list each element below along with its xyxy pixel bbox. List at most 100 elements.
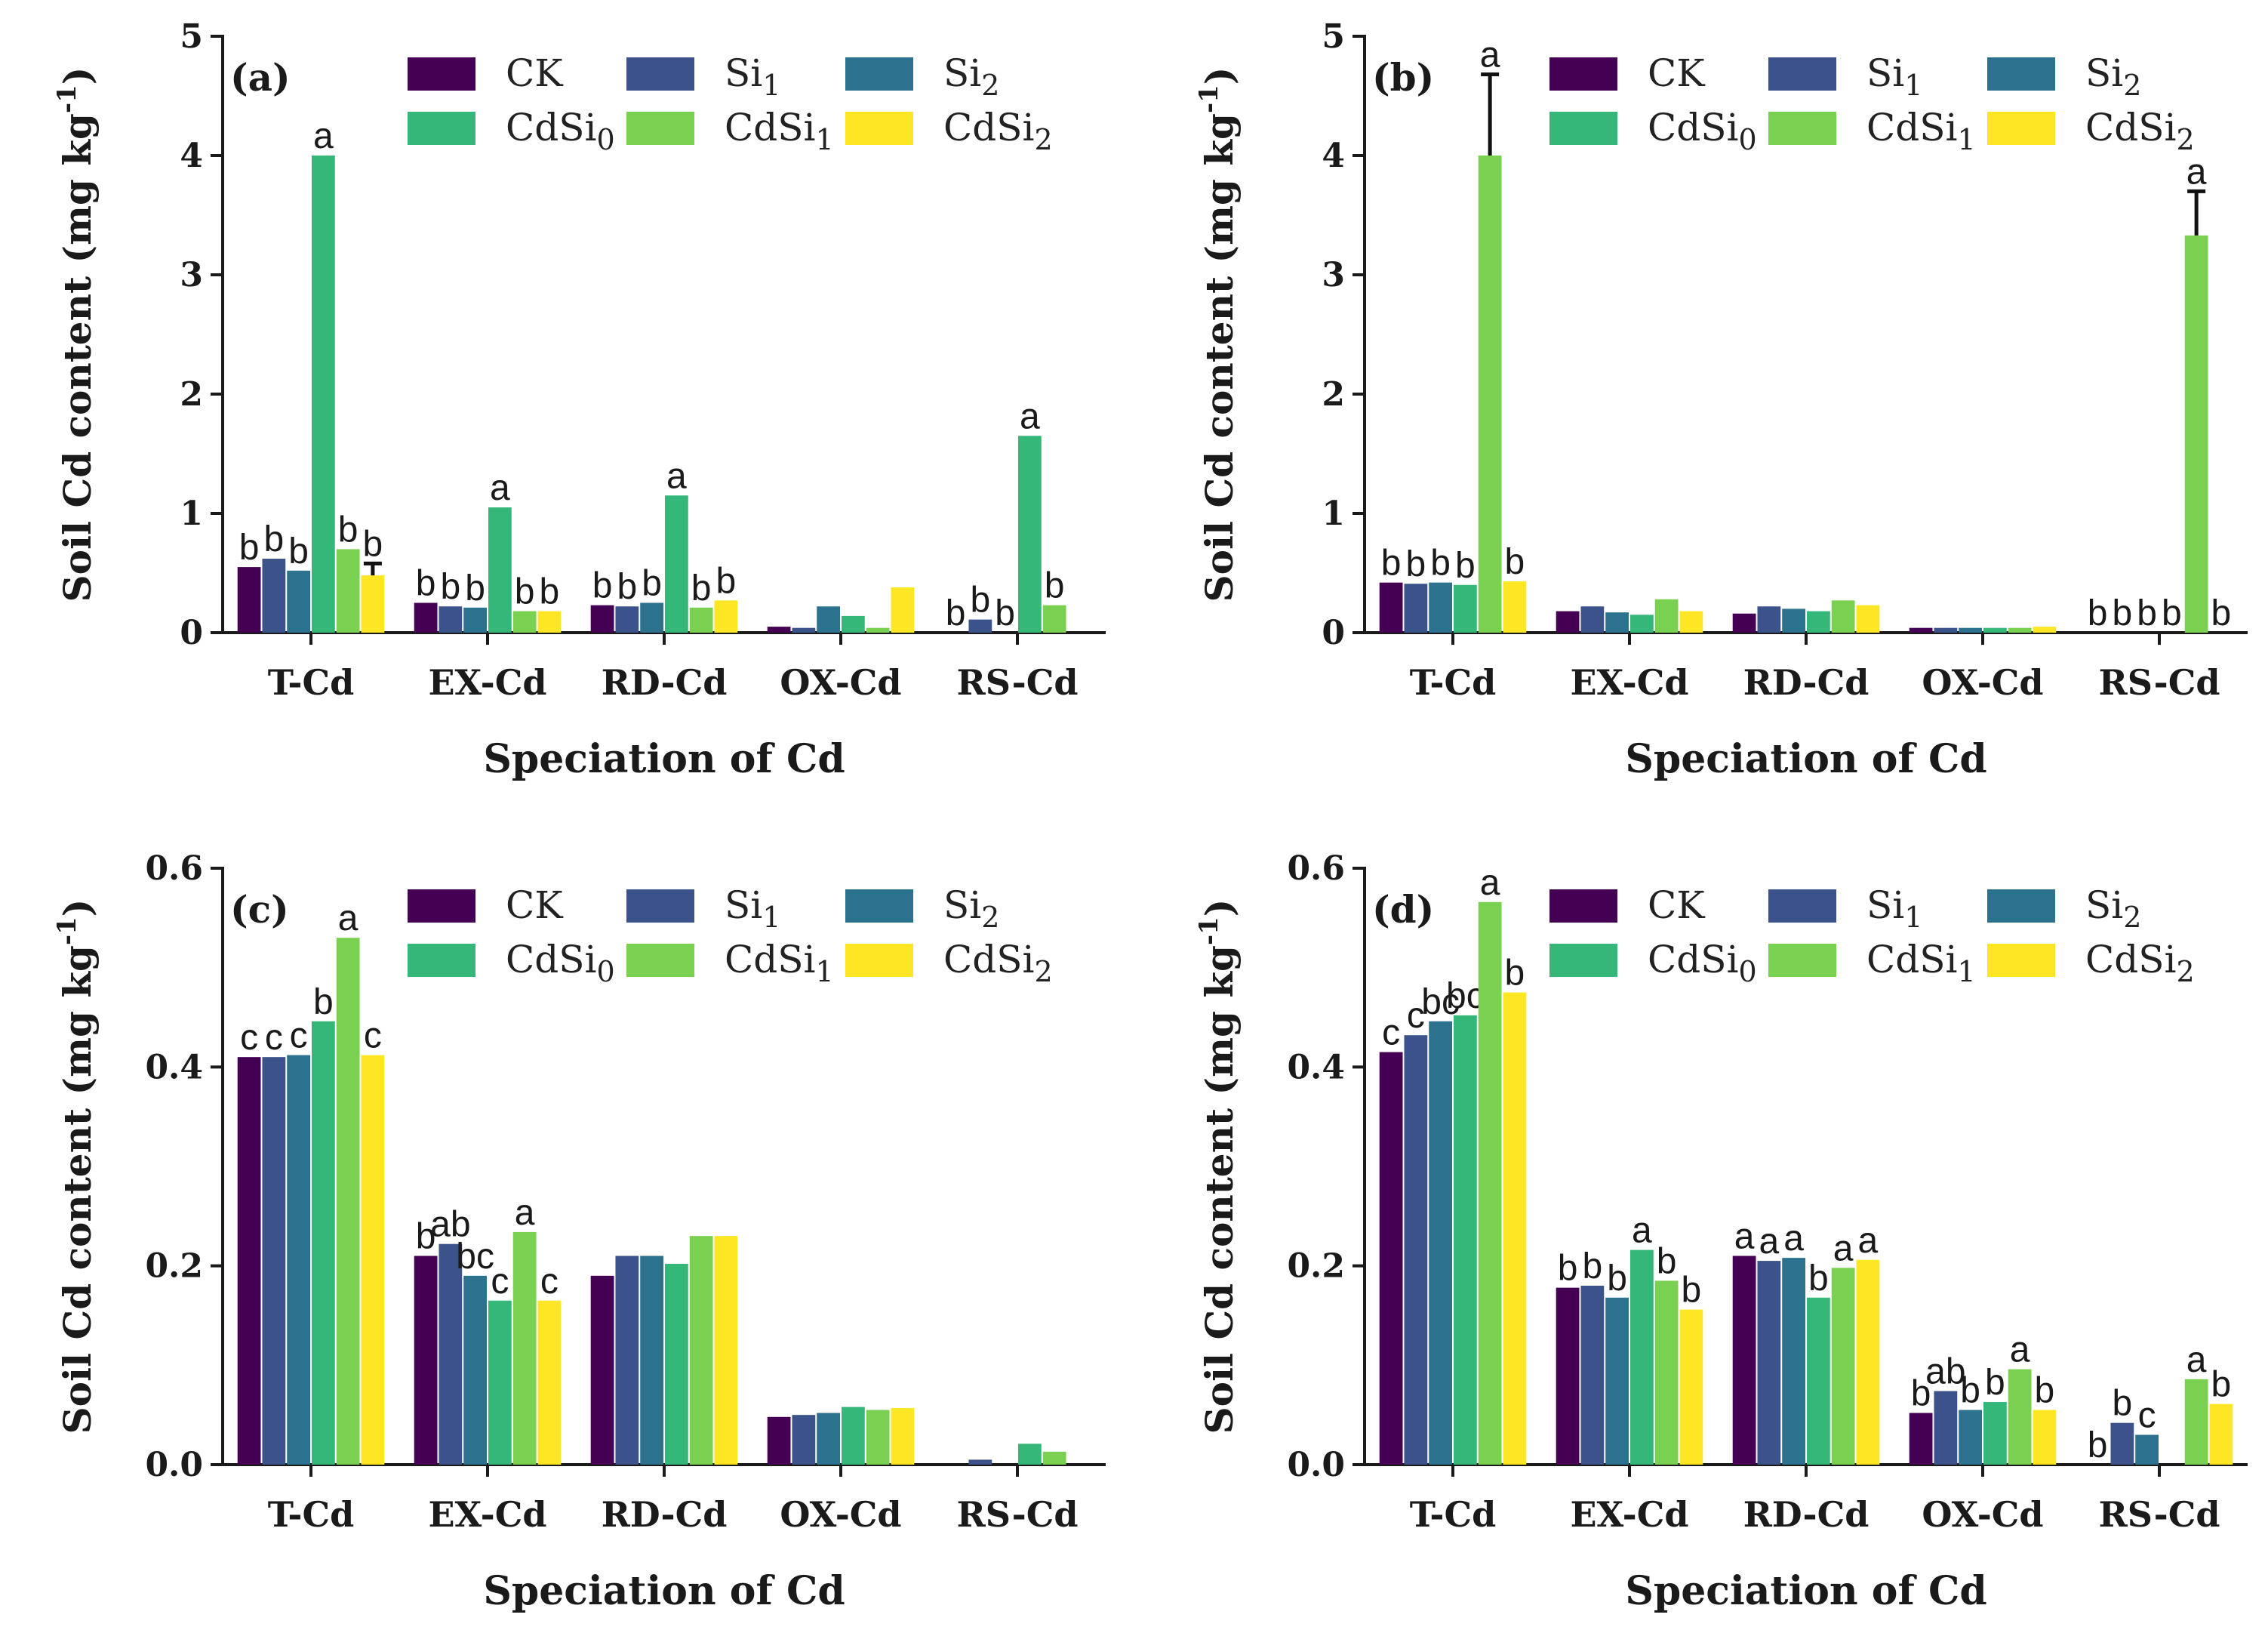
- legend-swatch: [845, 57, 913, 91]
- x-tick-label: T-Cd: [268, 1494, 354, 1535]
- y-tick-label: 0.2: [1287, 1247, 1345, 1286]
- legend-label: CdSi0: [1648, 938, 1757, 988]
- significance-label: b: [1430, 544, 1451, 584]
- significance-label: a: [2010, 1330, 2030, 1370]
- bar-Si2-EX-Cd: [463, 1275, 487, 1465]
- legend-label: Si2: [943, 51, 999, 102]
- significance-label: c: [265, 1018, 283, 1058]
- significance-label: a: [1833, 1228, 1854, 1268]
- x-tick-label: T-Cd: [268, 662, 354, 703]
- bar-CdSi0-RD-Cd: [1807, 1297, 1830, 1465]
- significance-label: b: [1455, 546, 1476, 586]
- legend-swatch: [845, 889, 913, 923]
- legend-swatch: [1768, 112, 1836, 145]
- significance-label: bc: [456, 1237, 494, 1277]
- bar-CdSi2-OX-Cd: [2033, 627, 2057, 633]
- bar-CdSi0-RS-Cd: [1018, 436, 1042, 633]
- legend-label: CdSi2: [2085, 106, 2195, 156]
- significance-label: a: [1858, 1221, 1879, 1261]
- bar-CdSi1-RS-Cd: [2184, 235, 2208, 633]
- bar-CdSi1-T-Cd: [1478, 156, 1502, 633]
- x-axis-title: Speciation of Cd: [483, 736, 845, 782]
- significance-label: b: [1985, 1363, 2005, 1403]
- legend-swatch: [626, 57, 694, 91]
- significance-label: b: [2088, 1425, 2108, 1465]
- x-tick-label: RS-Cd: [2099, 662, 2220, 703]
- bar-CdSi1-RD-Cd: [689, 1236, 713, 1465]
- legend-label: CdSi2: [943, 938, 1053, 988]
- bar-Si1-RS-Cd: [2110, 1422, 2134, 1465]
- bar-CdSi2-T-Cd: [361, 1055, 385, 1465]
- legend-swatch: [845, 112, 913, 145]
- bar-Si1-RS-Cd: [968, 619, 992, 633]
- significance-label: b: [264, 519, 285, 559]
- bar-CdSi2-RD-Cd: [714, 1236, 738, 1465]
- bar-CK-EX-Cd: [1556, 611, 1580, 633]
- significance-label: a: [2186, 1340, 2207, 1380]
- x-tick-label: RD-Cd: [602, 662, 728, 703]
- significance-label: c: [1382, 1013, 1400, 1053]
- legend-label: CdSi1: [1866, 938, 1976, 988]
- bar-CdSi2-T-Cd: [361, 575, 385, 633]
- bar-Si1-OX-Cd: [1934, 1391, 1958, 1465]
- bar-Si2-RD-Cd: [1782, 609, 1805, 633]
- legend-label: Si2: [2085, 883, 2141, 934]
- bar-CdSi0-T-Cd: [312, 156, 335, 633]
- bar-Si2-T-Cd: [1429, 1021, 1452, 1465]
- legend-label: CK: [506, 883, 564, 927]
- significance-label: a: [1734, 1217, 1755, 1257]
- bar-CdSi1-T-Cd: [336, 549, 360, 633]
- significance-label: ab: [1925, 1352, 1965, 1392]
- x-tick-label: RS-Cd: [957, 662, 1079, 703]
- significance-label: b: [1607, 1259, 1627, 1299]
- bar-CK-RD-Cd: [590, 605, 614, 633]
- bar-CdSi1-EX-Cd: [512, 1231, 537, 1465]
- bar-CdSi0-OX-Cd: [842, 615, 865, 633]
- bar-CK-RD-Cd: [1732, 1256, 1756, 1465]
- bar-Si1-T-Cd: [1404, 584, 1428, 633]
- bar-CK-EX-Cd: [414, 602, 438, 633]
- significance-label: c: [240, 1018, 258, 1058]
- y-axis-title: Soil Cd content (mg kg-1): [52, 67, 100, 602]
- y-tick-label: 0: [1322, 614, 1345, 652]
- bar-CdSi2-OX-Cd: [891, 587, 915, 633]
- x-tick-label: EX-Cd: [429, 662, 547, 703]
- legend: CK Si1 Si2 CdSi0 CdSi1 CdSi2: [408, 883, 1053, 988]
- legend-swatch: [1549, 57, 1617, 91]
- significance-label: b: [1657, 1241, 1677, 1281]
- significance-label: b: [716, 561, 737, 601]
- bar-CdSi0-RS-Cd: [1018, 1444, 1042, 1465]
- significance-label: b: [1558, 1249, 1578, 1289]
- bar-Si1-OX-Cd: [792, 627, 816, 633]
- legend-swatch: [1987, 889, 2055, 923]
- legend-swatch: [626, 889, 694, 923]
- significance-label: b: [2088, 593, 2108, 633]
- significance-label: b: [1682, 1271, 1702, 1311]
- bar-CdSi1-T-Cd: [336, 938, 360, 1465]
- bar-Si2-RS-Cd: [2135, 1434, 2159, 1465]
- significance-label: b: [338, 510, 359, 550]
- x-axis-title: Speciation of Cd: [1625, 1568, 1986, 1614]
- legend: CK Si1 Si2 CdSi0 CdSi1 CdSi2: [1549, 51, 2195, 156]
- panel-label: (b): [1372, 55, 1434, 100]
- bar-Si2-EX-Cd: [463, 607, 487, 633]
- significance-label: b: [995, 593, 1015, 633]
- bar-CdSi0-EX-Cd: [1630, 615, 1654, 633]
- significance-label: c: [290, 1016, 308, 1056]
- significance-label: b: [2035, 1371, 2055, 1411]
- significance-label: a: [1480, 35, 1500, 75]
- significance-label: b: [2211, 593, 2232, 633]
- bar-CdSi0-EX-Cd: [1630, 1249, 1654, 1465]
- bar-CdSi0-OX-Cd: [842, 1407, 865, 1465]
- significance-label: b: [465, 568, 485, 609]
- significance-label: c: [2138, 1396, 2156, 1436]
- x-tick-label: RD-Cd: [1743, 1494, 1869, 1535]
- bar-Si1-RD-Cd: [1757, 1261, 1781, 1465]
- legend-label: CK: [1648, 883, 1706, 927]
- significance-label: b: [2137, 593, 2157, 633]
- bar-CdSi1-RS-Cd: [2184, 1379, 2208, 1465]
- bar-Si2-EX-Cd: [1605, 612, 1629, 633]
